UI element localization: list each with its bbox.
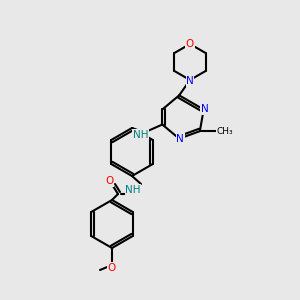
Text: O: O <box>186 39 194 49</box>
Text: N: N <box>201 104 208 115</box>
Text: N: N <box>176 134 184 144</box>
Text: O: O <box>105 176 113 186</box>
Text: CH₃: CH₃ <box>217 127 233 136</box>
Text: N: N <box>186 76 194 86</box>
Text: O: O <box>108 263 116 273</box>
Text: NH: NH <box>125 185 141 195</box>
Text: NH: NH <box>133 130 148 140</box>
